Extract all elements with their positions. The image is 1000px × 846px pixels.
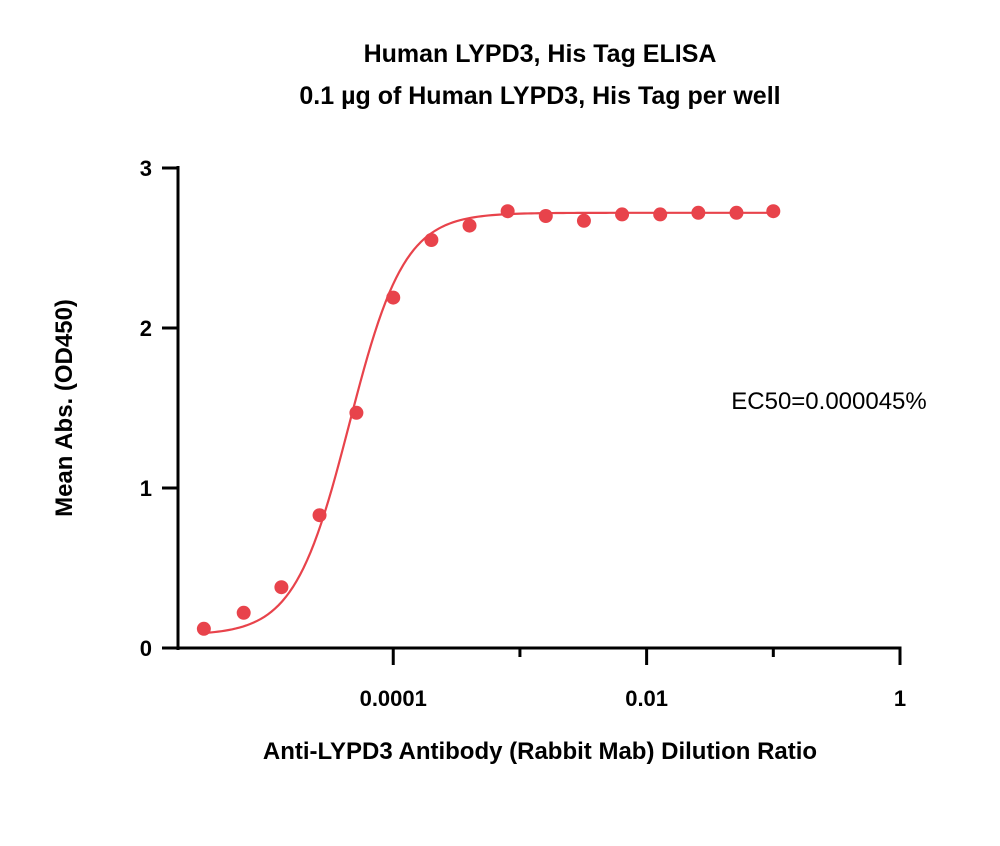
data-point [500,204,515,219]
data-point [196,621,211,636]
x-tick-label: 1 [894,686,906,711]
data-point [274,580,289,595]
data-point [615,207,630,222]
data-point [538,209,553,223]
data-point [576,213,591,228]
data-point [312,508,327,523]
chart-title: Human LYPD3, His Tag ELISA [364,40,717,68]
x-axis-label: Anti-LYPD3 Antibody (Rabbit Mab) Dilutio… [263,738,817,765]
chart-subtitle: 0.1 µg of Human LYPD3, His Tag per well [299,82,780,110]
x-tick-label: 0.01 [625,686,668,711]
data-point [349,405,364,420]
y-tick-label: 2 [140,316,152,341]
data-point [691,205,706,220]
y-tick-label: 0 [140,636,152,661]
data-point [386,290,401,305]
fit-curve-layer [203,211,774,635]
axes: 0 1 2 3 0.0001 0.01 1 [140,156,906,711]
data-point [462,218,477,233]
data-points-layer [196,204,781,636]
data-point [766,204,781,219]
data-point [236,605,251,620]
ec50-annotation: EC50=0.000045% [731,388,927,415]
y-axis-label: Mean Abs. (OD450) [51,299,78,517]
x-tick-label: 0.0001 [360,686,427,711]
data-point [729,205,744,220]
data-point [424,233,439,247]
data-point [653,207,668,222]
y-tick-label: 3 [140,156,152,181]
fit-curve [203,211,774,635]
y-tick-label: 1 [140,476,152,501]
